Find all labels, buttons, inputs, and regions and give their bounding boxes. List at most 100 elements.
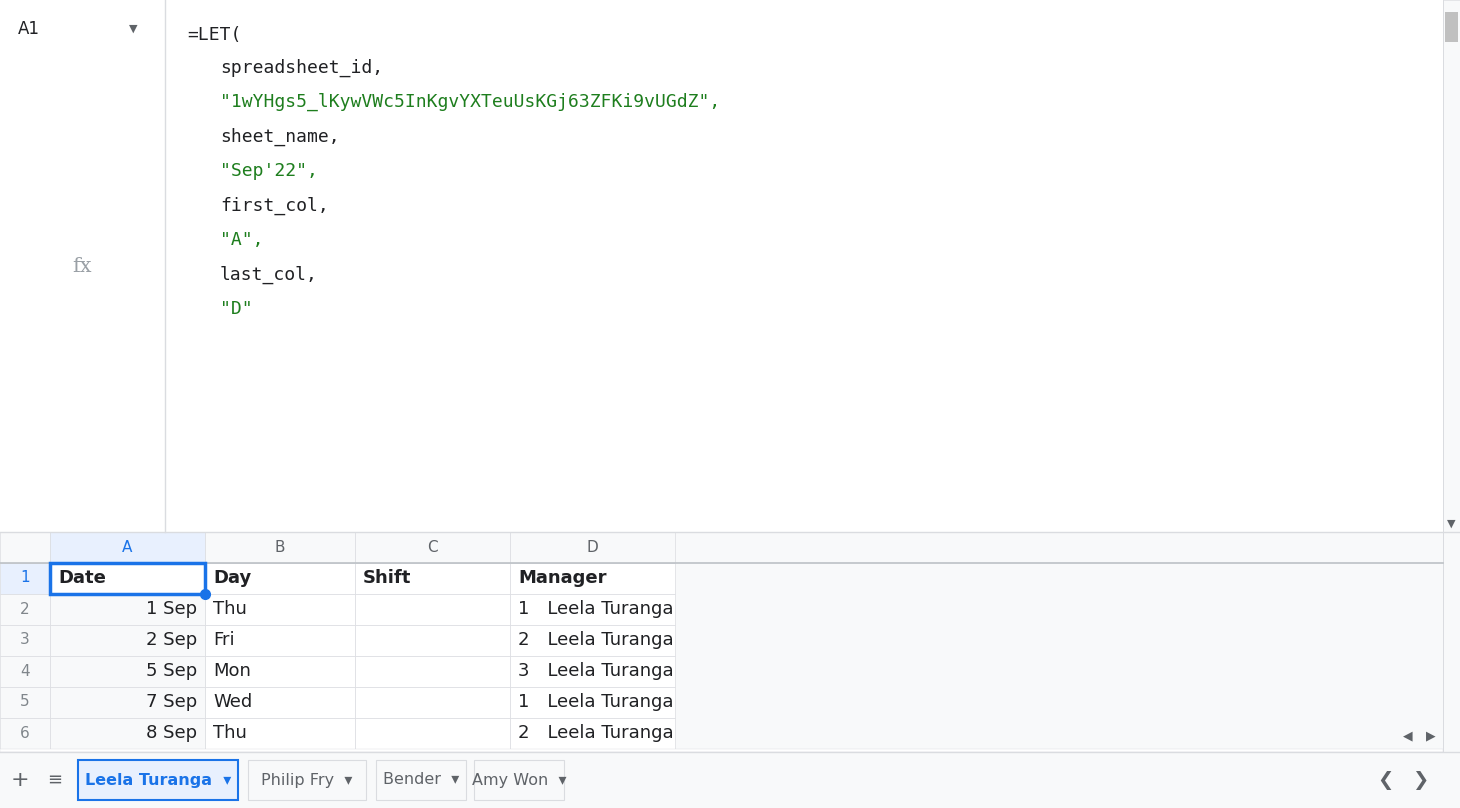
Bar (510, 594, 675, 625)
Text: A1: A1 (18, 20, 39, 38)
Text: Fri: Fri (213, 631, 235, 649)
Text: ▶: ▶ (1426, 730, 1435, 743)
Bar (0, 532, 675, 752)
Bar (0, 532, 50, 563)
Text: 2 Sep: 2 Sep (146, 631, 197, 649)
Text: 5: 5 (20, 695, 29, 709)
Text: B: B (274, 540, 285, 554)
Text: D: D (585, 540, 599, 554)
Text: C: C (426, 540, 438, 554)
Text: sheet_name,: sheet_name, (220, 128, 340, 146)
Bar (0, 594, 50, 625)
Text: Shift: Shift (364, 569, 412, 587)
Bar (510, 687, 675, 718)
Bar (50, 563, 204, 594)
Text: Date: Date (58, 569, 107, 587)
Text: 4: 4 (20, 663, 29, 679)
Text: Thu: Thu (213, 724, 247, 742)
Text: "A",: "A", (220, 231, 263, 249)
Bar (355, 718, 510, 749)
Bar (0, 625, 50, 656)
Bar (50, 594, 204, 625)
Bar (0, 752, 1460, 808)
Bar (0, 718, 50, 749)
Text: =LET(: =LET( (187, 26, 241, 44)
Bar (50, 656, 204, 687)
Text: A: A (121, 540, 133, 554)
Bar (510, 718, 675, 749)
Text: 8 Sep: 8 Sep (146, 724, 197, 742)
Text: 2: 2 (20, 601, 29, 617)
Bar (50, 718, 204, 749)
Bar (204, 718, 355, 749)
Bar (377, 760, 466, 800)
Text: last_col,: last_col, (220, 266, 318, 284)
Text: Manager: Manager (518, 569, 606, 587)
Bar (77, 760, 238, 800)
Bar (355, 532, 510, 563)
Text: 1 Leela Turanga: 1 Leela Turanga (518, 600, 673, 618)
Text: fx: fx (72, 256, 92, 276)
Text: Leela Turanga  ▾: Leela Turanga ▾ (85, 772, 231, 788)
Bar (355, 687, 510, 718)
Bar (510, 656, 675, 687)
Bar (0, 0, 1460, 534)
Text: 2 Leela Turanga: 2 Leela Turanga (518, 724, 673, 742)
Text: "Sep'22",: "Sep'22", (220, 162, 318, 180)
Text: Thu: Thu (213, 600, 247, 618)
Bar (510, 563, 675, 594)
Bar (355, 594, 510, 625)
Text: 2 Leela Turanga: 2 Leela Turanga (518, 631, 673, 649)
Text: ❯: ❯ (1412, 771, 1428, 789)
Text: ▼: ▼ (128, 24, 137, 34)
Bar (675, 532, 1442, 752)
Bar (204, 594, 355, 625)
Bar (474, 760, 564, 800)
Bar (204, 687, 355, 718)
Bar (204, 532, 355, 563)
Bar (510, 625, 675, 656)
Bar (248, 760, 366, 800)
Text: ◀: ◀ (1403, 730, 1413, 743)
Text: ▼: ▼ (1447, 519, 1456, 529)
Text: Bender  ▾: Bender ▾ (383, 772, 458, 788)
Text: ≡: ≡ (47, 771, 63, 789)
Text: Mon: Mon (213, 662, 251, 680)
Bar (0, 0, 165, 532)
Text: 3: 3 (20, 633, 29, 647)
Text: +: + (10, 770, 29, 790)
Text: "D": "D" (220, 300, 253, 318)
Bar (355, 656, 510, 687)
Bar (510, 532, 675, 563)
Text: Amy Won  ▾: Amy Won ▾ (472, 772, 566, 788)
Bar (204, 656, 355, 687)
Text: 7 Sep: 7 Sep (146, 693, 197, 711)
Text: Day: Day (213, 569, 251, 587)
Text: 5 Sep: 5 Sep (146, 662, 197, 680)
Text: 3 Leela Turanga: 3 Leela Turanga (518, 662, 673, 680)
Text: Philip Fry  ▾: Philip Fry ▾ (261, 772, 353, 788)
Bar (0, 749, 1442, 752)
Bar (0, 656, 50, 687)
Bar (50, 625, 204, 656)
Text: 1 Sep: 1 Sep (146, 600, 197, 618)
Bar (355, 563, 510, 594)
Bar (204, 563, 355, 594)
Text: ❮: ❮ (1377, 771, 1393, 789)
Bar (1445, 12, 1459, 42)
Text: "1wYHgs5_lKywVWc5InKgvYXTeuUsKGj63ZFKi9vUGdZ",: "1wYHgs5_lKywVWc5InKgvYXTeuUsKGj63ZFKi9v… (220, 93, 720, 112)
Text: 1: 1 (20, 570, 29, 586)
Text: first_col,: first_col, (220, 197, 328, 215)
Bar (50, 563, 204, 594)
Text: 6: 6 (20, 726, 29, 740)
Text: spreadsheet_id,: spreadsheet_id, (220, 59, 383, 78)
Bar (50, 532, 204, 563)
Text: 1 Leela Turanga: 1 Leela Turanga (518, 693, 673, 711)
Bar (1442, 0, 1460, 752)
Bar (0, 563, 50, 594)
Bar (355, 625, 510, 656)
Text: Wed: Wed (213, 693, 253, 711)
Bar (50, 687, 204, 718)
Bar (204, 625, 355, 656)
Bar (0, 687, 50, 718)
